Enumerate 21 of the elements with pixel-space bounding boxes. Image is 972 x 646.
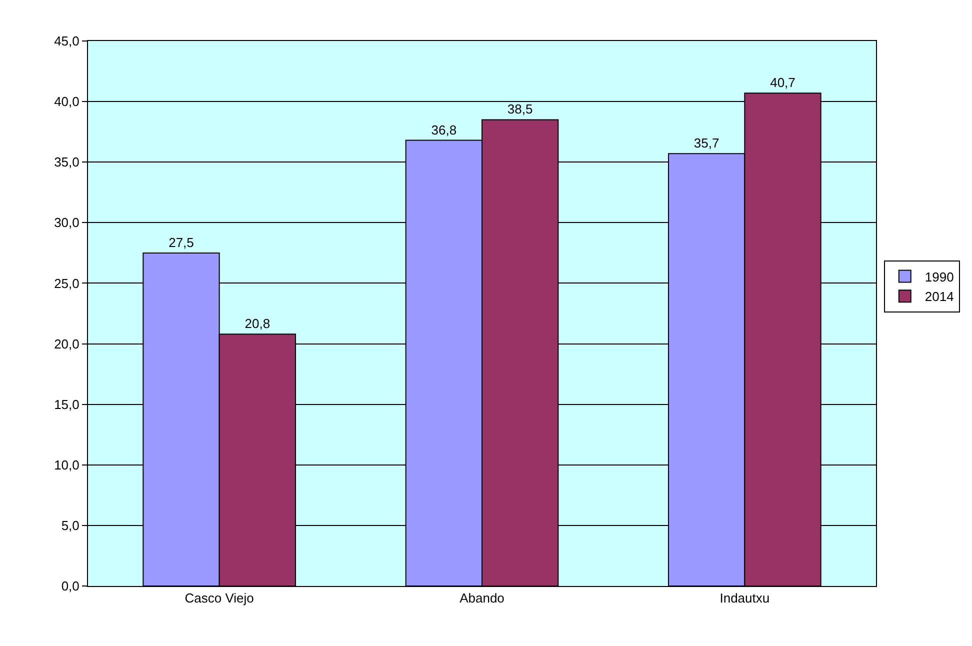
data-label: 20,8 (244, 316, 270, 332)
y-tick-label: 35,0 (54, 154, 80, 170)
y-tick-label: 20,0 (54, 336, 80, 352)
y-tick-label: 25,0 (54, 276, 80, 291)
y-tick-label: 5,0 (61, 518, 80, 533)
data-label: 27,5 (168, 234, 194, 250)
data-label: 36,8 (431, 122, 457, 138)
y-tick-label: 15,0 (54, 396, 80, 412)
y-tick-label: 30,0 (54, 215, 80, 230)
y-tick-label: 0,0 (61, 578, 80, 594)
legend-label: 2014 (924, 289, 954, 304)
y-tick-label: 10,0 (54, 457, 80, 472)
legend-label: 1990 (924, 269, 954, 284)
y-tick-label: 45,0 (54, 34, 80, 49)
data-label: 40,7 (770, 75, 796, 90)
data-label: 38,5 (507, 102, 533, 117)
data-label: 35,7 (694, 136, 720, 151)
x-tick-label: Abando (460, 590, 504, 606)
x-tick-label: Indautxu (720, 590, 770, 606)
y-tick-label: 40,0 (54, 94, 80, 110)
x-tick-label: Casco Viejo (184, 590, 254, 606)
